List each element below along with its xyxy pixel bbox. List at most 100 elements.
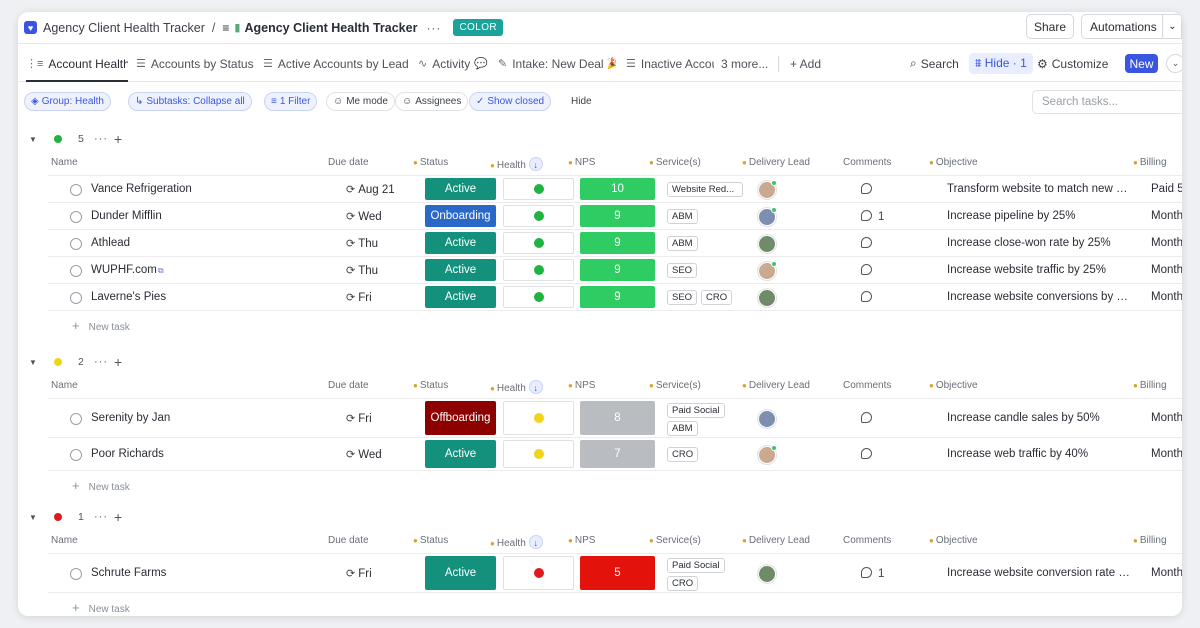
due-date[interactable]: ⟳ Fri xyxy=(346,567,372,580)
service-tag[interactable]: ABM xyxy=(667,208,698,224)
task-checkbox[interactable] xyxy=(70,291,82,304)
billing-cell[interactable]: Monthly xyxy=(1151,263,1182,276)
add-view-button[interactable]: + Add xyxy=(790,56,822,71)
task-name[interactable]: Schrute Farms xyxy=(91,566,167,579)
objective-cell[interactable]: Increase website traffic by 25% xyxy=(947,263,1106,276)
task-name[interactable]: Dunder Mifflin xyxy=(91,209,162,222)
task-checkbox[interactable] xyxy=(70,210,82,223)
task-name[interactable]: Serenity by Jan xyxy=(91,411,171,424)
billing-cell[interactable]: Monthly xyxy=(1151,236,1182,249)
tab-account-health[interactable]: ⋮≡ Account Health xyxy=(26,45,128,82)
table-row[interactable]: Vance Refrigeration ⟳ Aug 21 Active 10 Websit… xyxy=(48,175,1182,202)
health-cell[interactable] xyxy=(503,178,574,200)
avatar[interactable] xyxy=(758,288,776,307)
nps-cell[interactable]: 9 xyxy=(580,205,655,227)
tab-active-accounts-by-lead[interactable]: ☰ Active Accounts by Lead xyxy=(263,45,408,82)
service-tag[interactable]: CRO xyxy=(667,446,699,462)
caret-down-icon[interactable]: ▼ xyxy=(29,134,37,144)
due-date[interactable]: ⟳ Fri xyxy=(346,412,372,425)
col-objective[interactable]: ● Objective xyxy=(929,380,978,391)
search-button[interactable]: ⌕ Search xyxy=(910,45,959,82)
due-date[interactable]: ⟳ Wed xyxy=(346,210,382,223)
color-badge[interactable]: COLOR xyxy=(453,19,503,36)
col-health[interactable]: ● Health ↓ xyxy=(490,535,543,549)
task-checkbox[interactable] xyxy=(70,448,82,461)
service-tag[interactable]: CRO xyxy=(667,575,699,591)
due-date[interactable]: ⟳ Thu xyxy=(346,237,378,250)
add-icon[interactable]: + xyxy=(114,509,123,525)
col-status[interactable]: ● Status xyxy=(413,380,448,391)
service-tag[interactable]: Paid Social xyxy=(667,402,725,418)
due-date[interactable]: ⟳ Fri xyxy=(346,291,372,304)
tab-activity[interactable]: ∿ Activity 💬 xyxy=(418,45,488,82)
col-health[interactable]: ● Health ↓ xyxy=(490,157,543,171)
status-badge[interactable]: Active xyxy=(425,440,496,468)
objective-cell[interactable]: Increase candle sales by 50% xyxy=(947,411,1100,424)
caret-down-icon[interactable]: ▼ xyxy=(29,512,37,522)
table-row[interactable]: Serenity by Jan ⟳ Fri Offboarding 8 Paid Soci… xyxy=(48,398,1182,437)
objective-cell[interactable]: Increase close-won rate by 25% xyxy=(947,236,1111,249)
health-cell[interactable] xyxy=(503,401,574,435)
comments-cell[interactable]: 1 xyxy=(861,209,884,223)
avatar[interactable] xyxy=(758,260,777,280)
col-lead[interactable]: ● Delivery Lead xyxy=(742,157,810,168)
task-checkbox[interactable] xyxy=(70,567,82,580)
objective-cell[interactable]: Transform website to match new G... xyxy=(947,182,1132,195)
col-nps[interactable]: ● NPS xyxy=(568,380,595,391)
health-cell[interactable] xyxy=(503,205,574,227)
table-row[interactable]: Schrute Farms ⟳ Fri Active 5 Paid Social CRO 1 I… xyxy=(48,553,1182,592)
more-options-icon[interactable]: ··· xyxy=(94,356,108,368)
service-tag[interactable]: ABM xyxy=(667,235,698,251)
new-button[interactable]: New xyxy=(1125,54,1158,73)
billing-cell[interactable]: Monthly xyxy=(1151,566,1182,579)
group-by-pill[interactable]: ◈ Group: Health xyxy=(24,92,111,111)
task-checkbox[interactable] xyxy=(70,237,82,250)
status-badge[interactable]: Active xyxy=(425,178,496,200)
billing-cell[interactable]: Monthly xyxy=(1151,290,1182,303)
service-tag[interactable]: Paid Social xyxy=(667,557,725,573)
objective-cell[interactable]: Increase pipeline by 25% xyxy=(947,209,1076,222)
subtasks-pill[interactable]: ↳ Subtasks: Collapse all xyxy=(128,92,252,111)
more-options-icon[interactable]: ··· xyxy=(426,20,442,35)
hide-button[interactable]: ⩩ Hide · 1 xyxy=(969,45,1033,82)
col-services[interactable]: ● Service(s) xyxy=(649,380,701,391)
col-due[interactable]: Due date xyxy=(328,380,369,391)
due-date[interactable]: ⟳ Aug 21 xyxy=(346,183,395,196)
comments-cell[interactable]: 1 xyxy=(861,566,884,580)
comments-cell[interactable] xyxy=(861,411,878,425)
col-due[interactable]: Due date xyxy=(328,535,369,546)
status-badge[interactable]: Active xyxy=(425,286,496,308)
col-comments[interactable]: Comments xyxy=(843,157,892,168)
new-task-button[interactable]: + New task xyxy=(72,600,130,615)
objective-cell[interactable]: Increase website conversions by 3... xyxy=(947,290,1132,303)
billing-cell[interactable]: Monthly xyxy=(1151,209,1182,222)
table-row[interactable]: Athlead ⟳ Thu Active 9 ABM Increase close-won … xyxy=(48,229,1182,256)
heart-icon[interactable]: ♥ xyxy=(24,21,37,34)
status-badge[interactable]: Offboarding xyxy=(425,401,496,435)
filter-pill[interactable]: ≡ 1 Filter xyxy=(264,92,318,111)
hide-filter-button[interactable]: Hide xyxy=(571,96,592,107)
col-nps[interactable]: ● NPS xyxy=(568,535,595,546)
comments-cell[interactable] xyxy=(861,263,878,277)
chevron-down-icon[interactable]: ⌄ xyxy=(1166,54,1182,73)
external-link-icon[interactable]: ⧉ xyxy=(157,265,164,275)
share-button[interactable]: Share xyxy=(1026,14,1074,39)
col-status[interactable]: ● Status xyxy=(413,535,448,546)
col-comments[interactable]: Comments xyxy=(843,535,892,546)
me-mode-pill[interactable]: ☺ Me mode xyxy=(326,92,395,111)
chevron-down-icon[interactable]: ⌄ xyxy=(1162,14,1182,39)
add-icon[interactable]: + xyxy=(114,131,123,147)
col-services[interactable]: ● Service(s) xyxy=(649,535,701,546)
nps-cell[interactable]: 9 xyxy=(580,259,655,281)
col-due[interactable]: Due date xyxy=(328,157,369,168)
status-badge[interactable]: Active xyxy=(425,556,496,590)
nps-cell[interactable]: 5 xyxy=(580,556,655,590)
due-date[interactable]: ⟳ Thu xyxy=(346,264,378,277)
task-name[interactable]: WUPHF.com⧉ xyxy=(91,263,164,276)
billing-cell[interactable]: Monthly xyxy=(1151,447,1182,460)
col-billing[interactable]: ● Billing xyxy=(1133,380,1167,391)
col-services[interactable]: ● Service(s) xyxy=(649,157,701,168)
billing-cell[interactable]: Paid 5 of 6 xyxy=(1151,182,1182,195)
new-task-button[interactable]: + New task xyxy=(72,478,130,493)
col-lead[interactable]: ● Delivery Lead xyxy=(742,380,810,391)
